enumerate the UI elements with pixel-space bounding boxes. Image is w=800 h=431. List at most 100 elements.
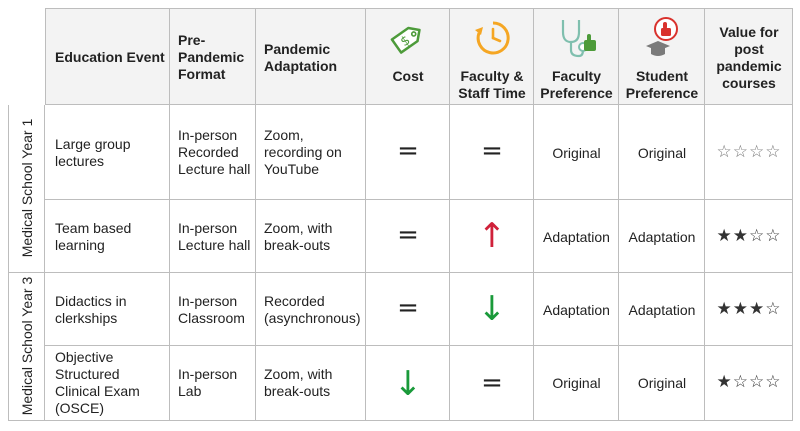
row1-event-1: Large group	[55, 136, 131, 152]
row2-rating-stars: ★★☆☆	[716, 226, 782, 246]
row3-adapt-2: (asynchronous)	[264, 310, 361, 326]
row4-value-cell	[705, 346, 793, 421]
row1-student-cell	[619, 105, 705, 200]
row1-cost-symbol: =	[397, 136, 419, 166]
row3-pre-1: In-person	[178, 293, 238, 309]
row2-event-1: Team based	[55, 220, 132, 236]
graduate-thumbs-up-icon	[646, 17, 678, 56]
stethoscope-thumbs-up-icon	[561, 20, 596, 58]
row2-time-arrow-up: ↑	[477, 216, 507, 256]
row2-faculty-cell	[534, 200, 619, 273]
row1-faculty-pref: Original	[552, 145, 601, 161]
row3-cost-symbol: =	[397, 293, 419, 323]
row1-adapt-cell	[256, 105, 366, 200]
header-cost: Cost	[392, 68, 424, 84]
row3-event-cell	[45, 273, 170, 346]
header-pre-3: Format	[178, 66, 226, 82]
header-pre-2: Pandemic	[178, 49, 245, 65]
header-value-3: pandemic	[716, 58, 782, 74]
row3-event-1: Didactics in	[55, 293, 127, 309]
row2-time-cell	[450, 200, 534, 273]
row1-time-cell	[450, 105, 534, 200]
group-label-year3: Medical School Year 3	[19, 276, 35, 416]
header-adapt-2: Adaptation	[264, 58, 338, 74]
header-education-event: Education Event	[55, 49, 165, 65]
row2-adapt-cell	[256, 200, 366, 273]
header-value-1: Value for	[719, 24, 779, 40]
header-student-2: Preference	[625, 85, 699, 101]
row4-rating-stars: ★☆☆☆	[716, 372, 782, 392]
row3-value-cell	[705, 273, 793, 346]
row2-faculty-pref: Adaptation	[543, 229, 610, 245]
row2-cost-cell	[366, 200, 450, 273]
header-cost-cell	[366, 8, 450, 105]
header-corner-cell	[45, 8, 170, 105]
row4-cost-arrow-down: ↓	[393, 364, 423, 404]
row1-event-cell	[45, 105, 170, 200]
header-adapt-1: Pandemic	[264, 41, 331, 57]
row2-student-cell	[619, 200, 705, 273]
row3-faculty-pref: Adaptation	[543, 302, 610, 318]
row4-student-pref: Original	[637, 375, 687, 391]
clock-refresh-icon	[475, 21, 510, 55]
row1-cost-cell	[366, 105, 450, 200]
row2-pre-2: Lecture hall	[178, 237, 251, 253]
row2-adapt-2: break-outs	[264, 237, 331, 253]
row2-cost-symbol: =	[397, 220, 419, 250]
header-value-cell	[705, 8, 793, 105]
row3-time-arrow-down: ↓	[477, 289, 507, 329]
row1-adapt-3: YouTube	[264, 161, 320, 177]
row3-pre-2: Classroom	[178, 310, 245, 326]
row4-event-cell	[45, 346, 170, 421]
header-student-1: Student	[635, 68, 689, 84]
row4-pre-2: Lab	[178, 383, 202, 399]
row1-rating-stars: ☆☆☆☆	[716, 142, 782, 162]
group-year1-cell	[8, 105, 45, 273]
row1-adapt-2: recording on	[264, 144, 342, 160]
row1-event-2: lectures	[55, 153, 105, 169]
group-label-year1: Medical School Year 1	[19, 118, 35, 258]
header-time-1: Faculty &	[460, 68, 524, 84]
row4-faculty-pref: Original	[552, 375, 601, 391]
row4-pre-1: In-person	[178, 366, 238, 382]
row4-adapt-2: break-outs	[264, 383, 331, 399]
row3-adapt-1: Recorded	[264, 293, 325, 309]
row2-adapt-1: Zoom, with	[264, 220, 333, 236]
row3-time-cell	[450, 273, 534, 346]
row1-pre-2: Recorded	[178, 144, 239, 160]
row1-pre-3: Lecture hall	[178, 161, 251, 177]
header-value-4: courses	[722, 75, 776, 91]
row4-event-2: Structured	[55, 366, 120, 382]
row2-pre-cell	[170, 200, 256, 273]
row3-pre-cell	[170, 273, 256, 346]
header-faculty-1: Faculty	[551, 68, 601, 84]
price-tag-icon: $	[390, 26, 421, 54]
row4-faculty-cell	[534, 346, 619, 421]
row3-student-pref: Adaptation	[628, 302, 696, 318]
row1-adapt-1: Zoom,	[264, 127, 304, 143]
header-pre-cell	[170, 8, 256, 105]
row4-event-4: (OSCE)	[55, 400, 104, 416]
row4-time-cell	[450, 346, 534, 421]
row1-pre-1: In-person	[178, 127, 238, 143]
row3-faculty-cell	[534, 273, 619, 346]
row1-pre-cell	[170, 105, 256, 200]
row4-pre-cell	[170, 346, 256, 421]
row4-time-symbol: =	[481, 368, 503, 398]
row3-cost-cell	[366, 273, 450, 346]
row2-event-cell	[45, 200, 170, 273]
row1-student-pref: Original	[637, 145, 687, 161]
row4-cost-cell	[366, 346, 450, 421]
header-time-cell	[450, 8, 534, 105]
row1-value-cell	[705, 105, 793, 200]
header-faculty-2: Preference	[540, 85, 613, 101]
row3-rating-stars: ★★★☆	[716, 299, 782, 319]
row4-adapt-cell	[256, 346, 366, 421]
header-value-2: post	[734, 41, 764, 57]
header-time-2: Staff Time	[458, 85, 526, 101]
row4-event-3: Clinical Exam	[55, 383, 140, 399]
row2-pre-1: In-person	[178, 220, 238, 236]
row2-value-cell	[705, 200, 793, 273]
row4-adapt-1: Zoom, with	[264, 366, 333, 382]
